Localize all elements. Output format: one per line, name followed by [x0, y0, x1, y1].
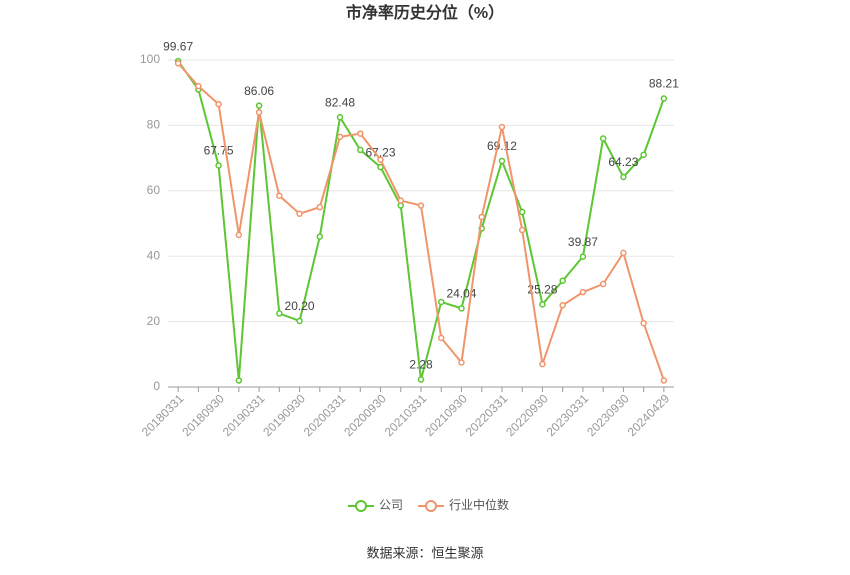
point [276, 192, 283, 199]
chart-title: 市净率历史分位（%） [346, 3, 504, 22]
x-tick-label: 20180331 [139, 391, 187, 439]
data-label: 88.21 [649, 77, 679, 91]
data-label: 86.06 [244, 84, 274, 98]
point [640, 151, 647, 159]
x-tick-label: 20180930 [179, 391, 227, 439]
data-label: 67.75 [204, 144, 234, 158]
data-label: 69.12 [487, 139, 517, 153]
legend-marker [355, 500, 367, 512]
legend-label: 行业中位数 [449, 497, 509, 512]
data-label: 24.04 [446, 287, 476, 301]
point [417, 202, 425, 209]
point [498, 123, 506, 131]
point [377, 163, 384, 171]
point [559, 302, 566, 309]
point [215, 100, 222, 108]
point [437, 334, 445, 342]
x-tick-label: 20220930 [503, 391, 551, 439]
point [215, 162, 222, 169]
x-tick-label: 20210331 [382, 391, 430, 439]
point [518, 226, 526, 234]
point [417, 376, 425, 383]
point [235, 231, 243, 239]
point [357, 130, 364, 137]
point [660, 95, 668, 102]
point [458, 305, 465, 312]
data-label: 2.28 [409, 358, 433, 372]
x-tick-label: 20200930 [341, 391, 389, 439]
point [640, 319, 647, 327]
y-tick-label: 80 [147, 118, 161, 132]
x-tick-label: 20220331 [463, 391, 511, 439]
x-tick-label: 20190331 [220, 391, 268, 439]
series-line [177, 60, 665, 381]
legend-label: 公司 [379, 498, 403, 512]
point [316, 233, 324, 240]
point [559, 277, 566, 284]
point [599, 280, 607, 288]
point [539, 301, 546, 308]
point [235, 377, 243, 384]
point [437, 298, 445, 306]
point [599, 135, 607, 142]
data-label: 99.67 [163, 39, 193, 53]
data-label: 82.48 [325, 95, 355, 109]
y-tick-label: 0 [153, 379, 160, 393]
point [336, 114, 344, 121]
point [478, 213, 485, 221]
point [336, 133, 344, 141]
y-tick-label: 20 [147, 314, 161, 328]
point [539, 360, 546, 368]
legend-marker [425, 500, 437, 512]
y-tick-label: 60 [147, 183, 161, 197]
point [397, 197, 405, 204]
point [518, 208, 526, 216]
point [377, 156, 384, 163]
y-tick-label: 40 [147, 248, 161, 262]
point [255, 102, 263, 109]
point [255, 109, 263, 116]
point [620, 173, 627, 181]
point [660, 377, 668, 384]
x-tick-label: 20200331 [301, 391, 349, 439]
point [620, 249, 627, 257]
point [276, 310, 283, 317]
data-label: 25.28 [527, 283, 557, 297]
point [579, 288, 587, 296]
y-tick-label: 100 [140, 52, 160, 66]
point [458, 359, 465, 366]
point [174, 60, 182, 67]
point [357, 146, 364, 154]
data-label: 39.87 [568, 235, 598, 249]
data-label: 20.20 [285, 299, 315, 313]
point [195, 82, 202, 90]
x-tick-label: 20240429 [625, 391, 673, 439]
data-label: 64.23 [608, 155, 638, 169]
point [296, 317, 303, 325]
x-tick-label: 20230930 [584, 391, 632, 439]
x-tick-label: 20230331 [544, 391, 592, 439]
point [296, 210, 303, 217]
x-tick-label: 20210930 [422, 391, 470, 439]
point [498, 157, 506, 165]
source: 数据来源：恒生聚源 [366, 545, 483, 560]
x-tick-label: 20190930 [260, 391, 308, 439]
point [579, 253, 587, 260]
point [316, 203, 324, 211]
